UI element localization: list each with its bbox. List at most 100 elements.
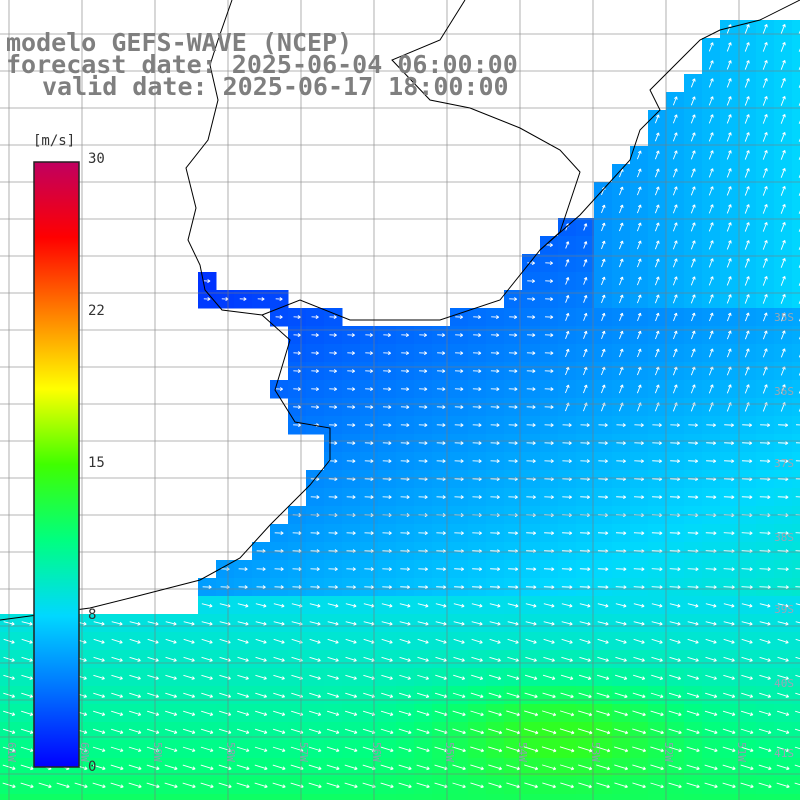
wind-arrow <box>690 204 696 214</box>
wind-arrow <box>596 764 611 771</box>
wind-arrow <box>326 764 340 771</box>
wind-arrow <box>762 78 768 88</box>
wind-arrow <box>744 132 750 142</box>
wind-arrow <box>655 330 660 340</box>
wind-arrow <box>708 42 714 52</box>
wind-arrow <box>20 764 34 771</box>
wind-arrow <box>762 150 768 160</box>
wind-arrow <box>652 495 663 500</box>
wind-speed-field <box>0 20 800 800</box>
wind-arrow <box>110 764 124 771</box>
wind-arrow <box>636 276 642 286</box>
wind-arrow <box>293 423 302 428</box>
wind-arrow <box>632 728 647 735</box>
wind-arrow <box>309 692 322 698</box>
wind-arrow <box>687 585 699 590</box>
wind-arrow <box>744 96 750 106</box>
wind-cell <box>792 686 800 705</box>
wind-arrow <box>183 656 195 662</box>
wind-cell <box>630 794 649 800</box>
lon-label-61w: 61W <box>5 742 18 762</box>
wind-cell <box>666 794 685 800</box>
wind-arrow <box>740 764 754 771</box>
wind-arrow <box>741 692 754 698</box>
wind-arrow <box>690 240 696 250</box>
wind-arrow <box>328 531 338 536</box>
wind-arrow <box>672 348 678 358</box>
wind-arrow <box>650 710 664 717</box>
wind-arrow <box>759 459 771 464</box>
wind-arrow <box>795 603 800 606</box>
wind-arrow <box>416 764 430 771</box>
wind-arrow <box>780 257 786 268</box>
wind-arrow <box>633 621 645 626</box>
colorbar-tick-0: 0 <box>88 759 97 775</box>
wind-arrow <box>365 351 373 355</box>
wind-arrow <box>490 531 501 536</box>
wind-cell <box>792 542 800 561</box>
wind-arrow <box>92 764 106 771</box>
wind-arrow <box>690 132 696 142</box>
wind-cell <box>522 794 541 800</box>
wind-arrow <box>690 222 696 232</box>
wind-arrow <box>672 168 678 178</box>
wind-arrow <box>436 531 446 536</box>
wind-arrow <box>672 222 678 232</box>
wind-arrow <box>741 674 753 680</box>
wind-arrow <box>523 728 539 735</box>
model-title: modelo GEFS-WAVE (NCEP) <box>6 28 353 57</box>
wind-arrow <box>309 638 321 644</box>
wind-arrow <box>672 276 678 286</box>
wind-arrow <box>508 441 518 446</box>
wind-arrow <box>686 710 700 717</box>
wind-arrow <box>794 764 800 768</box>
wind-arrow <box>21 674 33 680</box>
wind-cell <box>792 92 800 111</box>
wind-arrow <box>92 728 106 734</box>
wind-arrow <box>633 656 645 662</box>
wind-arrow <box>257 297 265 301</box>
wind-arrow <box>744 384 750 394</box>
wind-arrow <box>601 258 606 268</box>
wind-arrow <box>164 764 178 771</box>
wind-arrow <box>401 351 410 356</box>
wind-arrow <box>723 603 735 608</box>
wind-arrow <box>543 656 555 662</box>
wind-arrow <box>508 531 519 536</box>
wind-arrow <box>565 294 570 303</box>
wind-arrow <box>741 603 753 608</box>
wind-arrow <box>673 330 678 340</box>
wind-arrow <box>490 405 500 410</box>
wind-arrow <box>382 405 392 410</box>
wind-arrow <box>762 294 768 304</box>
wind-arrow <box>652 459 663 464</box>
wind-arrow <box>632 746 647 753</box>
wind-arrow <box>597 585 609 590</box>
wind-arrow <box>583 312 588 321</box>
wind-arrow <box>762 24 768 34</box>
wind-arrow <box>704 764 718 771</box>
wind-arrow <box>541 728 557 735</box>
wind-arrow <box>92 746 106 753</box>
wind-arrow <box>490 495 500 500</box>
wind-arrow <box>596 782 610 789</box>
wind-arrow <box>795 550 800 552</box>
wind-arrow <box>472 369 482 374</box>
wind-arrow <box>200 728 214 734</box>
wind-cell <box>792 398 800 417</box>
wind-arrow <box>722 710 736 716</box>
wind-arrow <box>580 423 590 428</box>
wind-arrow <box>273 674 285 680</box>
wind-arrow <box>580 531 591 536</box>
wind-arrow <box>21 621 33 626</box>
wind-arrow <box>183 674 195 680</box>
wind-arrow <box>146 728 160 734</box>
wind-arrow <box>544 441 554 446</box>
wind-arrow <box>346 459 356 464</box>
wind-arrow <box>293 369 301 373</box>
wind-arrow <box>545 261 553 265</box>
wind-arrow <box>543 585 555 590</box>
wind-arrow <box>596 674 610 680</box>
wind-arrow <box>776 764 790 771</box>
wind-arrow <box>544 423 554 428</box>
